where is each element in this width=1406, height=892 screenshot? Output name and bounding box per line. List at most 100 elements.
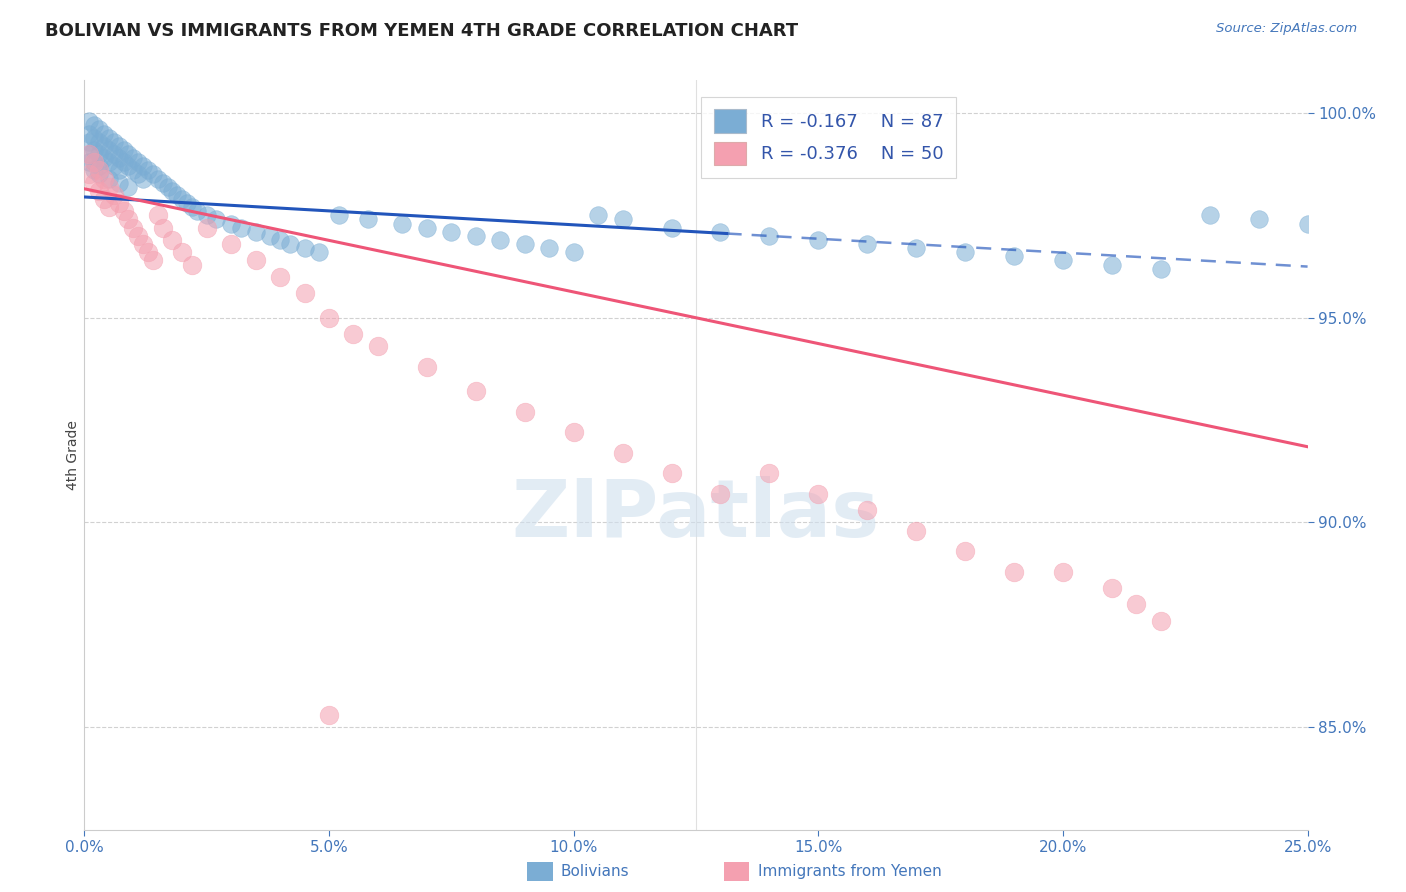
Point bbox=[1150, 261, 1173, 276]
Point bbox=[294, 286, 316, 301]
Point bbox=[107, 151, 129, 165]
Point bbox=[1002, 565, 1025, 579]
Point bbox=[172, 192, 194, 206]
Point bbox=[93, 171, 115, 186]
Point bbox=[195, 220, 218, 235]
Point bbox=[856, 503, 879, 517]
Point bbox=[1002, 249, 1025, 263]
Point bbox=[117, 179, 139, 194]
Point bbox=[162, 184, 184, 198]
Point bbox=[83, 130, 105, 145]
Point bbox=[83, 155, 105, 169]
Point bbox=[107, 138, 129, 153]
Point bbox=[132, 237, 155, 252]
Text: BOLIVIAN VS IMMIGRANTS FROM YEMEN 4TH GRADE CORRELATION CHART: BOLIVIAN VS IMMIGRANTS FROM YEMEN 4TH GR… bbox=[45, 22, 799, 40]
Point bbox=[269, 233, 291, 247]
Point bbox=[117, 159, 139, 173]
Point bbox=[308, 245, 330, 260]
Point bbox=[1247, 212, 1270, 227]
Point bbox=[953, 245, 976, 260]
Point bbox=[112, 143, 135, 157]
Point bbox=[294, 241, 316, 255]
Point bbox=[259, 228, 281, 243]
Point bbox=[83, 118, 105, 132]
Point bbox=[709, 487, 731, 501]
Point bbox=[87, 163, 110, 178]
Point bbox=[440, 225, 463, 239]
Point bbox=[807, 233, 830, 247]
Point bbox=[278, 237, 301, 252]
Point bbox=[342, 327, 364, 342]
Point bbox=[245, 225, 267, 239]
Point bbox=[146, 208, 169, 222]
Point bbox=[758, 467, 780, 481]
Point bbox=[87, 168, 110, 182]
Text: Bolivians: Bolivians bbox=[561, 864, 630, 879]
Point bbox=[162, 233, 184, 247]
Point bbox=[176, 196, 198, 211]
Point bbox=[612, 212, 634, 227]
Point bbox=[205, 212, 228, 227]
Point bbox=[146, 171, 169, 186]
Point bbox=[219, 217, 242, 231]
Point bbox=[97, 155, 120, 169]
Point bbox=[127, 168, 149, 182]
Point bbox=[87, 159, 110, 173]
Point bbox=[142, 168, 165, 182]
Point bbox=[464, 228, 486, 243]
Point bbox=[97, 143, 120, 157]
Text: ZIPatlas: ZIPatlas bbox=[512, 475, 880, 554]
Point bbox=[132, 159, 155, 173]
Point bbox=[269, 269, 291, 284]
Point bbox=[367, 339, 389, 353]
Point bbox=[77, 135, 100, 149]
Point bbox=[93, 192, 115, 206]
Point bbox=[107, 163, 129, 178]
Point bbox=[83, 176, 105, 190]
Point bbox=[156, 179, 179, 194]
Point bbox=[709, 225, 731, 239]
Point bbox=[103, 147, 125, 161]
Point bbox=[152, 220, 174, 235]
Point bbox=[489, 233, 512, 247]
Point bbox=[87, 147, 110, 161]
Point bbox=[117, 212, 139, 227]
Point bbox=[318, 707, 340, 722]
Point bbox=[391, 217, 413, 231]
Point bbox=[107, 176, 129, 190]
Point bbox=[122, 220, 145, 235]
Point bbox=[136, 245, 159, 260]
Legend: R = -0.167    N = 87, R = -0.376    N = 50: R = -0.167 N = 87, R = -0.376 N = 50 bbox=[702, 97, 956, 178]
Point bbox=[87, 135, 110, 149]
Point bbox=[758, 228, 780, 243]
Point bbox=[1150, 614, 1173, 628]
Point bbox=[219, 237, 242, 252]
Point bbox=[661, 467, 683, 481]
Point bbox=[83, 143, 105, 157]
Point bbox=[112, 155, 135, 169]
Point bbox=[77, 127, 100, 141]
Y-axis label: 4th Grade: 4th Grade bbox=[66, 420, 80, 490]
Point bbox=[416, 359, 439, 374]
Point bbox=[905, 241, 928, 255]
Point bbox=[87, 184, 110, 198]
Point bbox=[77, 147, 100, 161]
Point bbox=[127, 228, 149, 243]
Point bbox=[513, 237, 536, 252]
Point bbox=[97, 200, 120, 214]
Point bbox=[136, 163, 159, 178]
Point bbox=[357, 212, 380, 227]
Point bbox=[953, 544, 976, 558]
Point bbox=[416, 220, 439, 235]
Point bbox=[562, 245, 585, 260]
Point bbox=[93, 151, 115, 165]
Point bbox=[97, 130, 120, 145]
Point bbox=[87, 122, 110, 136]
Point bbox=[117, 147, 139, 161]
Point bbox=[127, 155, 149, 169]
Point bbox=[1198, 208, 1220, 222]
Point bbox=[83, 163, 105, 178]
Point bbox=[103, 188, 125, 202]
Point bbox=[103, 135, 125, 149]
Point bbox=[181, 258, 204, 272]
